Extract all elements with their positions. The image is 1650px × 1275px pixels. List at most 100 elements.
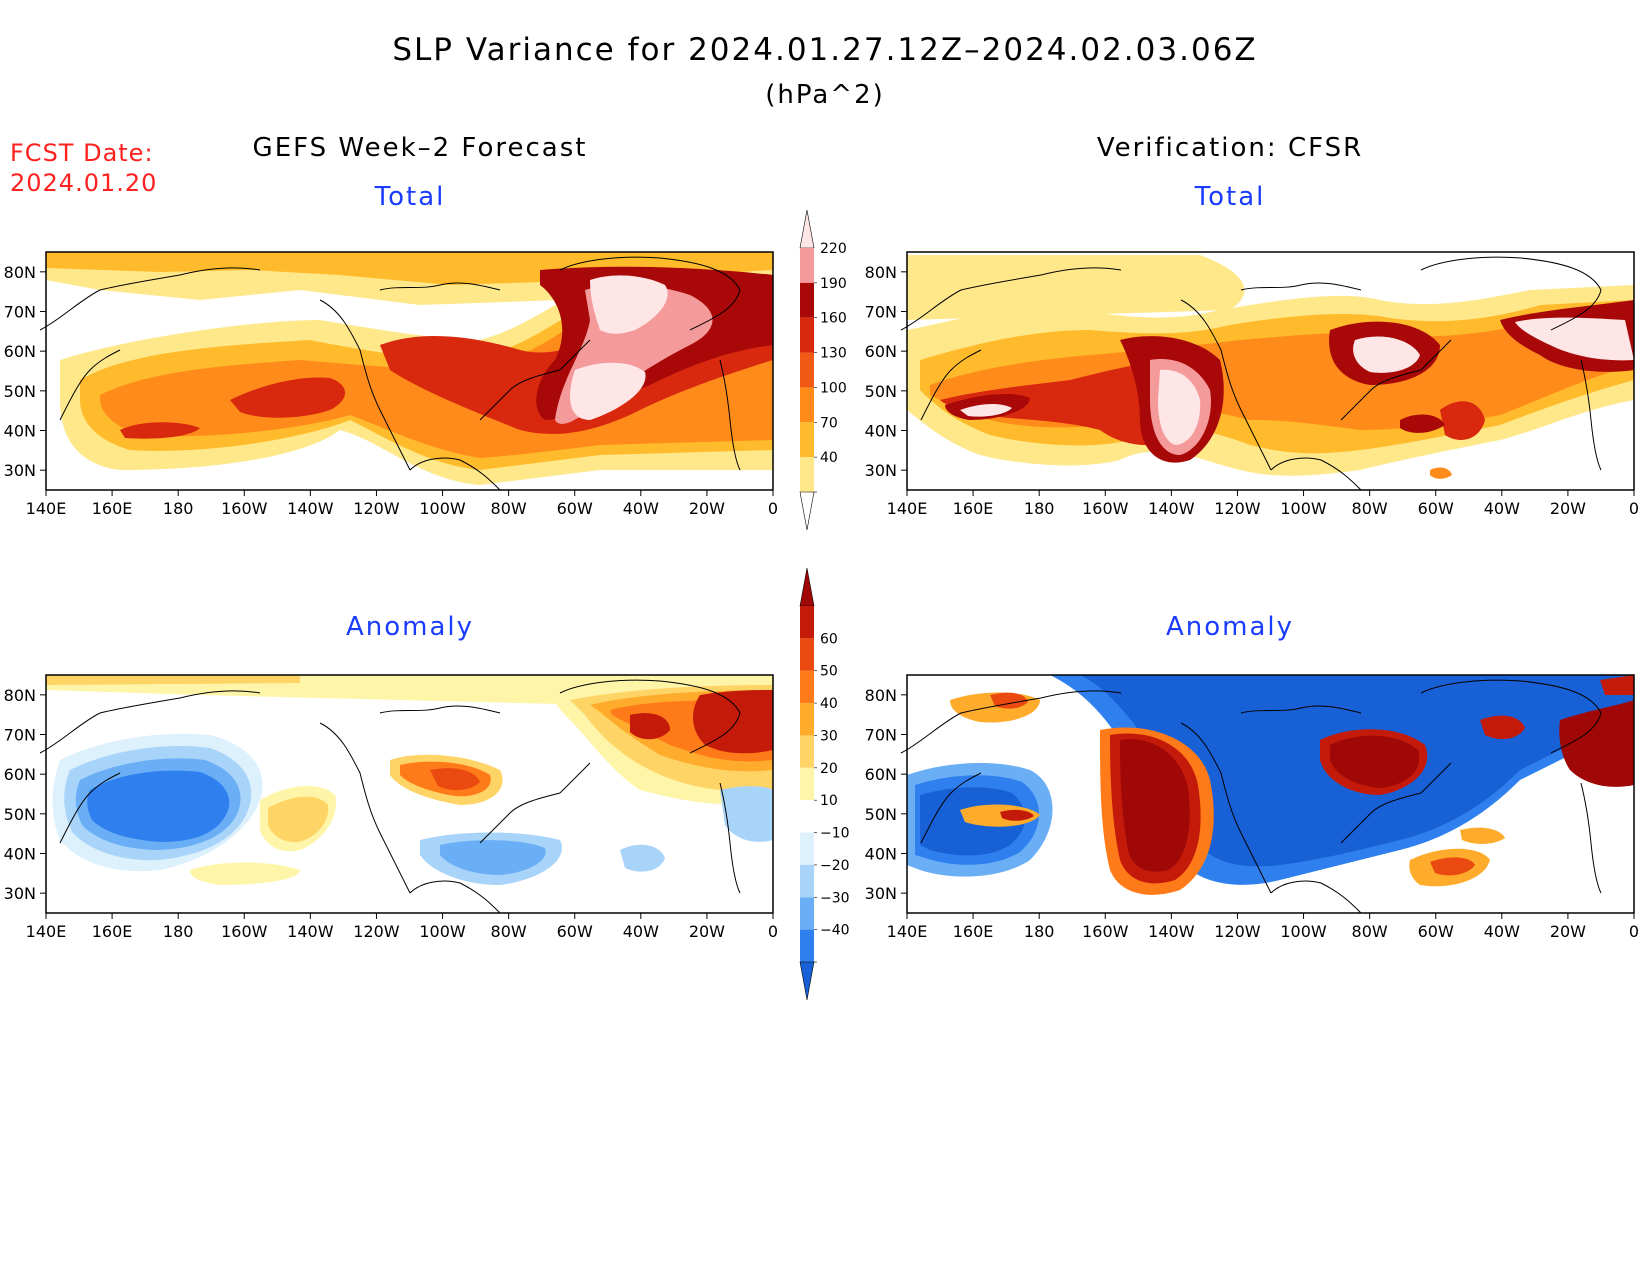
lon-tick-label: 40W [1484, 922, 1520, 941]
gefs-anomaly-frame [45, 674, 774, 914]
lon-tick-label: 120W [1214, 499, 1261, 518]
gefs-total-coastline [39, 256, 741, 491]
colorbar-top-arrow [799, 209, 815, 249]
cfsr-total-map [907, 252, 1634, 490]
colorbar-swatch [800, 282, 814, 318]
colorbar-swatch [800, 422, 814, 458]
lon-tick-label: 80W [491, 499, 527, 518]
lon-tick-label: 140W [287, 922, 334, 941]
coastline-segment [1180, 299, 1272, 471]
coastline-segment [409, 880, 501, 914]
lon-tick-label: 140W [287, 499, 334, 518]
colorbar-label: 70 [820, 415, 838, 431]
coastline-segment [379, 705, 501, 714]
coastline-segment [39, 690, 261, 754]
lon-tick-label: 20W [1550, 922, 1586, 941]
colorbar-swatch [800, 800, 814, 833]
lon-tick-label: 80W [1352, 499, 1388, 518]
lon-tick-label: 160W [1082, 499, 1129, 518]
colorbar-label: −10 [820, 826, 850, 842]
lon-tick-label: 180 [163, 499, 194, 518]
coastline-segment [559, 256, 741, 331]
lon-tick-label: 0 [768, 922, 778, 941]
gefs-anomaly-map [46, 675, 773, 913]
gefs-total-subtitle: Total [374, 182, 446, 212]
colorbar-label: 130 [820, 346, 847, 362]
lon-tick-label: 100W [419, 499, 466, 518]
colorbar-swatch [800, 735, 814, 768]
lon-tick-label: 20W [689, 922, 725, 941]
colorbar-top-arrow [799, 567, 815, 607]
colorbar-bottom-arrow [799, 491, 815, 531]
forecast-date-label: FCST Date: [10, 139, 154, 167]
lat-tick-label: 60N [865, 765, 897, 784]
cfsr-anomaly-coastline [900, 679, 1602, 914]
lon-tick-label: 180 [1024, 499, 1055, 518]
figure-title: SLP Variance for 2024.01.27.12Z–2024.02.… [392, 32, 1258, 68]
forecast-date-value: 2024.01.20 [10, 169, 158, 197]
lat-tick-label: 40N [4, 422, 36, 441]
coastline-segment [1240, 705, 1362, 714]
coastline-segment [479, 369, 561, 421]
lon-tick-label: 0 [768, 499, 778, 518]
lat-tick-label: 70N [865, 303, 897, 322]
cfsr-total-subtitle: Total [1194, 182, 1266, 212]
lat-tick-label: 80N [4, 263, 36, 282]
lon-tick-label: 100W [1280, 499, 1327, 518]
lon-tick-label: 20W [689, 499, 725, 518]
gefs-anomaly-subtitle: Anomaly [345, 612, 475, 642]
lon-tick-label: 140W [1148, 922, 1195, 941]
gefs-anomaly-coastline [39, 679, 741, 914]
coastline-segment [900, 267, 1122, 331]
lon-tick-label: 140E [887, 499, 928, 518]
lon-tick-label: 180 [1024, 922, 1055, 941]
lat-tick-label: 80N [4, 686, 36, 705]
lat-tick-label: 80N [865, 686, 897, 705]
units-label: (hPa^2) [765, 80, 885, 110]
coastline-segment [479, 792, 561, 844]
lon-tick-label: 0 [1629, 922, 1639, 941]
lon-tick-label: 20W [1550, 499, 1586, 518]
lat-tick-label: 60N [4, 342, 36, 361]
lon-tick-label: 40W [623, 499, 659, 518]
colorbar-label: 100 [820, 380, 847, 396]
coastline-segment [719, 782, 741, 894]
forecast-date-block: FCST Date: 2024.01.20 [10, 138, 157, 198]
colorbar-label: 10 [820, 793, 838, 809]
lon-tick-label: 40W [623, 922, 659, 941]
coastline-segment [900, 690, 1122, 754]
lat-tick-label: 30N [865, 461, 897, 480]
coastline-segment [920, 349, 982, 421]
lat-tick-label: 60N [4, 765, 36, 784]
gefs-total-axes: 80N 70N 60N 50N 40N 30N 140E 160E 180 160W 140W 120… [4, 263, 778, 518]
lat-tick-label: 50N [4, 382, 36, 401]
colorbar-swatch [800, 929, 814, 962]
coastline-segment [1340, 369, 1422, 421]
lat-tick-label: 50N [4, 805, 36, 824]
lat-tick-label: 30N [4, 884, 36, 903]
gefs-total-frame [45, 251, 774, 491]
colorbar-label: 30 [820, 728, 838, 744]
colorbar-swatch [800, 767, 814, 801]
lon-tick-label: 100W [1280, 922, 1327, 941]
coastline-segment [559, 679, 741, 754]
cfsr-total-coastline [900, 256, 1602, 491]
colorbar-swatch [800, 352, 814, 388]
coastline-segment [319, 722, 411, 894]
lon-tick-label: 160W [1082, 922, 1129, 941]
coastline-segment [1270, 880, 1362, 914]
axes-layer: 80N 70N 60N 50N 40N 30N 140E 160E 180 160W 140W 120… [4, 263, 1639, 941]
cfsr-anomaly-frame [906, 674, 1635, 914]
coastline-segment [1270, 457, 1362, 491]
lon-tick-label: 160W [221, 922, 268, 941]
coastline-segment [1340, 792, 1422, 844]
colorbar-swatch [800, 670, 814, 704]
lon-tick-label: 140E [26, 499, 67, 518]
colorbar-swatch [800, 638, 814, 671]
colorbar-label: 20 [820, 761, 838, 777]
coastline-segment [559, 762, 591, 794]
lon-tick-label: 120W [353, 499, 400, 518]
lat-tick-label: 80N [865, 263, 897, 282]
gefs-total-map [46, 252, 773, 490]
lon-tick-label: 160E [92, 922, 133, 941]
